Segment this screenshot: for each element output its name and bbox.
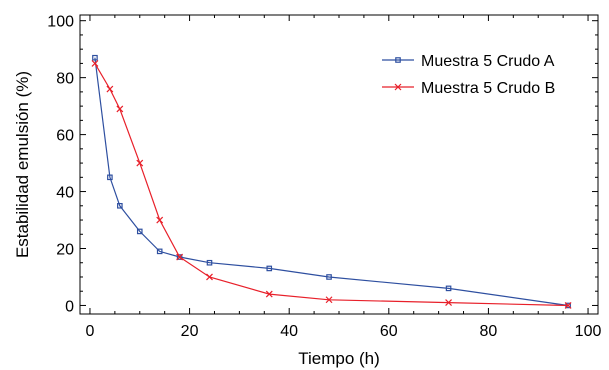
data-point [106, 85, 114, 93]
data-point [92, 54, 98, 61]
y-tick-label: 0 [65, 298, 74, 315]
data-point [176, 253, 184, 261]
legend: Muestra 5 Crudo A Muestra 5 Crudo B [382, 53, 555, 97]
data-point [206, 273, 213, 281]
data-point [176, 254, 183, 260]
legend-marker-b [394, 83, 402, 91]
data-point [206, 259, 213, 266]
data-point [91, 59, 99, 67]
x-tick-label: 100 [575, 323, 602, 340]
data-point-stroke [265, 290, 273, 298]
y-tick-label: 100 [47, 14, 74, 31]
y-tick-label: 60 [56, 128, 74, 145]
y-tick-label: 20 [56, 242, 74, 259]
series-line [94, 63, 569, 307]
legend-point [395, 57, 401, 63]
axis-ticks [80, 15, 598, 314]
y-axis-title: Estabilidad emulsión (%) [13, 71, 32, 258]
data-point-stroke [116, 105, 124, 113]
data-point [136, 159, 144, 167]
data-point-stroke [136, 159, 144, 167]
data-point [445, 285, 452, 292]
x-tick-label: 0 [86, 323, 95, 340]
data-point-stroke [445, 299, 453, 307]
data-point [136, 228, 143, 235]
data-point [266, 265, 273, 272]
data-point-stroke [176, 253, 184, 261]
data-series [91, 54, 572, 309]
y-tick-label: 80 [56, 71, 74, 88]
series-b [91, 59, 572, 309]
x-tick-label: 80 [480, 323, 498, 340]
x-tick-label: 20 [181, 323, 199, 340]
legend-marker-a [395, 57, 401, 63]
data-point [156, 216, 164, 224]
data-point [445, 299, 453, 307]
x-tick-label: 60 [380, 323, 398, 340]
data-point-stroke [206, 273, 213, 281]
x-tick-label: 40 [280, 323, 298, 340]
data-point-stroke [156, 216, 164, 224]
axis-tick-labels: 0 20 40 60 80 100 0 20 40 60 80 100 [47, 14, 601, 340]
data-point-stroke [106, 85, 114, 93]
legend-point [394, 83, 402, 91]
legend-label-a: Muestra 5 Crudo A [421, 53, 555, 70]
y-tick-label: 40 [56, 185, 74, 202]
data-point [117, 202, 123, 209]
legend-item-a: Muestra 5 Crudo A [382, 53, 555, 70]
data-point [564, 302, 572, 309]
data-point [265, 290, 273, 298]
x-axis-title: Tiempo (h) [298, 349, 380, 368]
data-point [325, 296, 333, 304]
data-point [156, 248, 163, 255]
legend-item-b: Muestra 5 Crudo B [382, 80, 555, 97]
data-point [116, 105, 124, 113]
data-point-stroke [325, 296, 333, 304]
legend-point-stroke [394, 83, 402, 91]
legend-label-b: Muestra 5 Crudo B [421, 80, 555, 97]
data-point [107, 174, 113, 181]
data-point-stroke [91, 59, 99, 67]
data-point [326, 274, 332, 280]
data-point-stroke [564, 302, 572, 309]
